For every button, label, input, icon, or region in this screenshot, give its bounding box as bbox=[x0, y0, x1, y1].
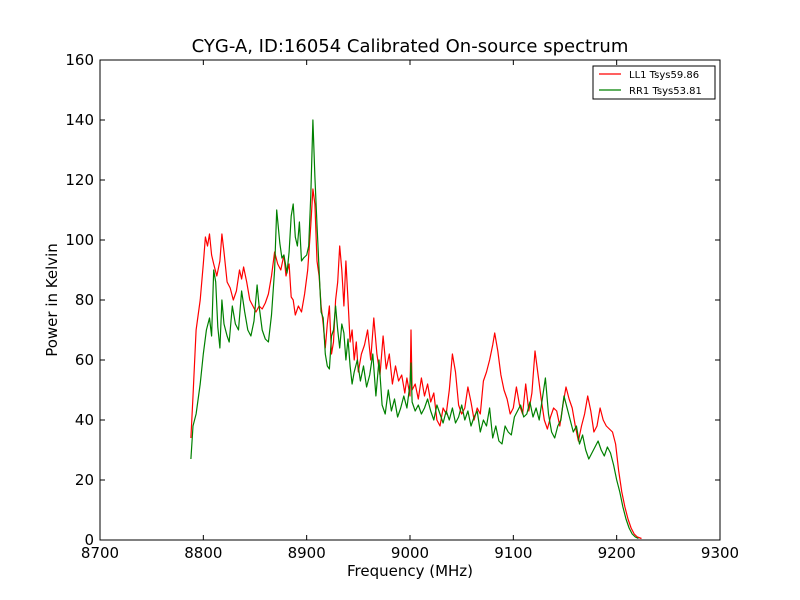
x-tick-label: 9300 bbox=[701, 544, 739, 562]
legend[interactable]: LL1 Tsys59.86 RR1 Tsys53.81 bbox=[592, 65, 716, 100]
series-layer bbox=[190, 119, 642, 540]
y-tick-label: 160 bbox=[65, 51, 94, 69]
x-tick-label: 9100 bbox=[494, 544, 532, 562]
x-tick-label: 9000 bbox=[391, 544, 429, 562]
y-axis-label: Power in Kelvin bbox=[43, 243, 61, 357]
y-tick-label: 20 bbox=[75, 471, 94, 489]
x-tick-label: 8900 bbox=[288, 544, 326, 562]
x-axis: 8700 8800 8900 9000 9100 9200 9300 bbox=[81, 60, 739, 562]
x-axis-label: Frequency (MHz) bbox=[347, 562, 473, 580]
y-tick-label: 140 bbox=[65, 111, 94, 129]
series-line-2 bbox=[190, 119, 639, 540]
x-tick-label: 9200 bbox=[598, 544, 636, 562]
y-tick-label: 120 bbox=[65, 171, 94, 189]
x-tick-label: 8800 bbox=[184, 544, 222, 562]
y-tick-label: 80 bbox=[75, 291, 94, 309]
x-tick-label: 8700 bbox=[81, 544, 119, 562]
series-line-1 bbox=[190, 188, 642, 540]
y-tick-label: 100 bbox=[65, 231, 94, 249]
y-tick-label: 0 bbox=[84, 531, 94, 549]
legend-label-2: RR1 Tsys53.81 bbox=[629, 86, 702, 97]
plot-area bbox=[100, 60, 720, 540]
chart-title: CYG-A, ID:16054 Calibrated On-source spe… bbox=[192, 36, 629, 57]
y-axis: 0 20 40 60 80 100 120 140 160 bbox=[65, 51, 720, 549]
legend-label-1: LL1 Tsys59.86 bbox=[629, 70, 699, 81]
legend-box bbox=[592, 65, 716, 100]
y-tick-label: 60 bbox=[75, 351, 94, 369]
y-tick-label: 40 bbox=[75, 411, 94, 429]
